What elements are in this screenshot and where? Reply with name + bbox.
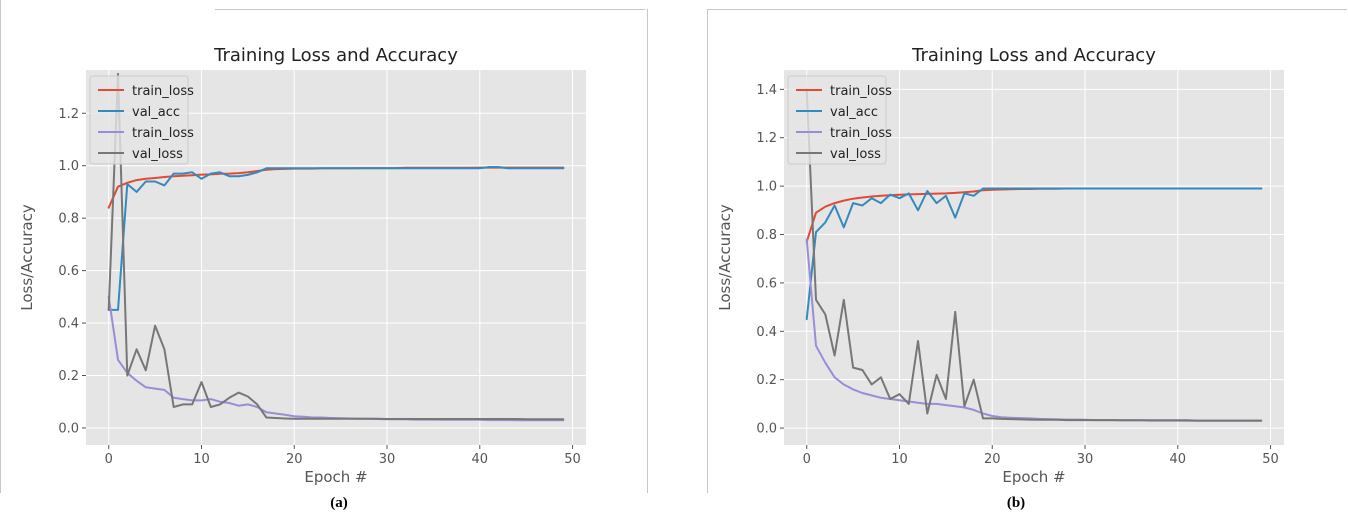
x-tick-label: 0 bbox=[105, 452, 113, 467]
y-axis-label: Loss/Accuracy bbox=[18, 204, 36, 311]
frame-top-line bbox=[215, 9, 645, 10]
x-axis-label: Epoch # bbox=[1002, 468, 1065, 486]
x-tick-label: 30 bbox=[379, 452, 396, 467]
x-tick-label: 10 bbox=[193, 452, 210, 467]
x-axis-label: Epoch # bbox=[304, 468, 367, 486]
y-tick-label: 0.0 bbox=[58, 421, 79, 436]
legend-label: val_acc bbox=[132, 105, 180, 120]
chart-panel-b: 0 10 20 30 40 50 0.0 0.2 0.4 0.6 0.8 1.0 1.2 1.4 train… bbox=[700, 0, 1348, 493]
series-line-val-loss bbox=[107, 72, 565, 421]
y-tick-label: 1.0 bbox=[58, 159, 79, 174]
y-tick-label: 1.4 bbox=[756, 83, 777, 98]
legend-label: val_loss bbox=[830, 147, 881, 162]
caption-b: (b) bbox=[1006, 495, 1026, 511]
y-tick-label: 1.2 bbox=[756, 131, 777, 146]
y-tick-label: 1.0 bbox=[756, 180, 777, 195]
y-tick-label: 0.4 bbox=[58, 317, 79, 332]
y-tick-label: 0.6 bbox=[756, 276, 777, 291]
series-line-val-acc bbox=[805, 187, 1263, 321]
x-tick-label: 50 bbox=[1262, 452, 1279, 467]
series-line-val-loss bbox=[805, 88, 1263, 422]
chart-b: 0 10 20 30 40 50 0.0 0.2 0.4 0.6 0.8 1.0 1.2 1.4 train… bbox=[716, 45, 1284, 486]
y-tick-label: 0.2 bbox=[756, 373, 777, 388]
y-axis-label: Loss/Accuracy bbox=[716, 204, 734, 311]
legend-label: val_acc bbox=[830, 105, 878, 120]
frame-left-line bbox=[707, 9, 708, 493]
frame-left-line bbox=[0, 0, 1, 493]
chart-title: Training Loss and Accuracy bbox=[213, 45, 458, 66]
chart-panel-a: 0 10 20 30 40 50 0.0 0.2 0.4 0.6 0.8 1.0 1.2 train_lo… bbox=[0, 0, 650, 493]
chart-a: 0 10 20 30 40 50 0.0 0.2 0.4 0.6 0.8 1.0 1.2 train_lo… bbox=[18, 45, 586, 486]
x-tick-label: 40 bbox=[472, 452, 489, 467]
x-tick-label: 0 bbox=[803, 452, 811, 467]
legend-box bbox=[89, 75, 189, 165]
legend-label: train_loss bbox=[132, 84, 194, 99]
x-tick-label: 40 bbox=[1170, 452, 1187, 467]
y-tick-label: 1.2 bbox=[58, 107, 79, 122]
y-tick-label: 0.2 bbox=[58, 369, 79, 384]
x-tick-label: 10 bbox=[891, 452, 908, 467]
x-tick-label: 50 bbox=[564, 452, 581, 467]
legend-label: train_loss bbox=[830, 84, 892, 99]
y-tick-label: 0.4 bbox=[756, 325, 777, 340]
x-tick-label: 20 bbox=[286, 452, 303, 467]
frame-top-line bbox=[707, 9, 1347, 10]
caption-a: (a) bbox=[330, 495, 348, 511]
y-tick-label: 0.6 bbox=[58, 264, 79, 279]
frame-right-line bbox=[647, 9, 648, 493]
series-line-val-acc bbox=[107, 166, 565, 311]
y-tick-label: 0.8 bbox=[756, 228, 777, 243]
legend-label: val_loss bbox=[132, 147, 183, 162]
legend-label: train_loss bbox=[830, 126, 892, 141]
x-tick-label: 20 bbox=[984, 452, 1001, 467]
legend-box bbox=[787, 75, 887, 165]
x-tick-label: 30 bbox=[1077, 452, 1094, 467]
legend-label: train_loss bbox=[132, 126, 194, 141]
y-tick-label: 0.8 bbox=[58, 212, 79, 227]
y-tick-label: 0.0 bbox=[756, 422, 777, 437]
chart-title: Training Loss and Accuracy bbox=[911, 45, 1156, 66]
